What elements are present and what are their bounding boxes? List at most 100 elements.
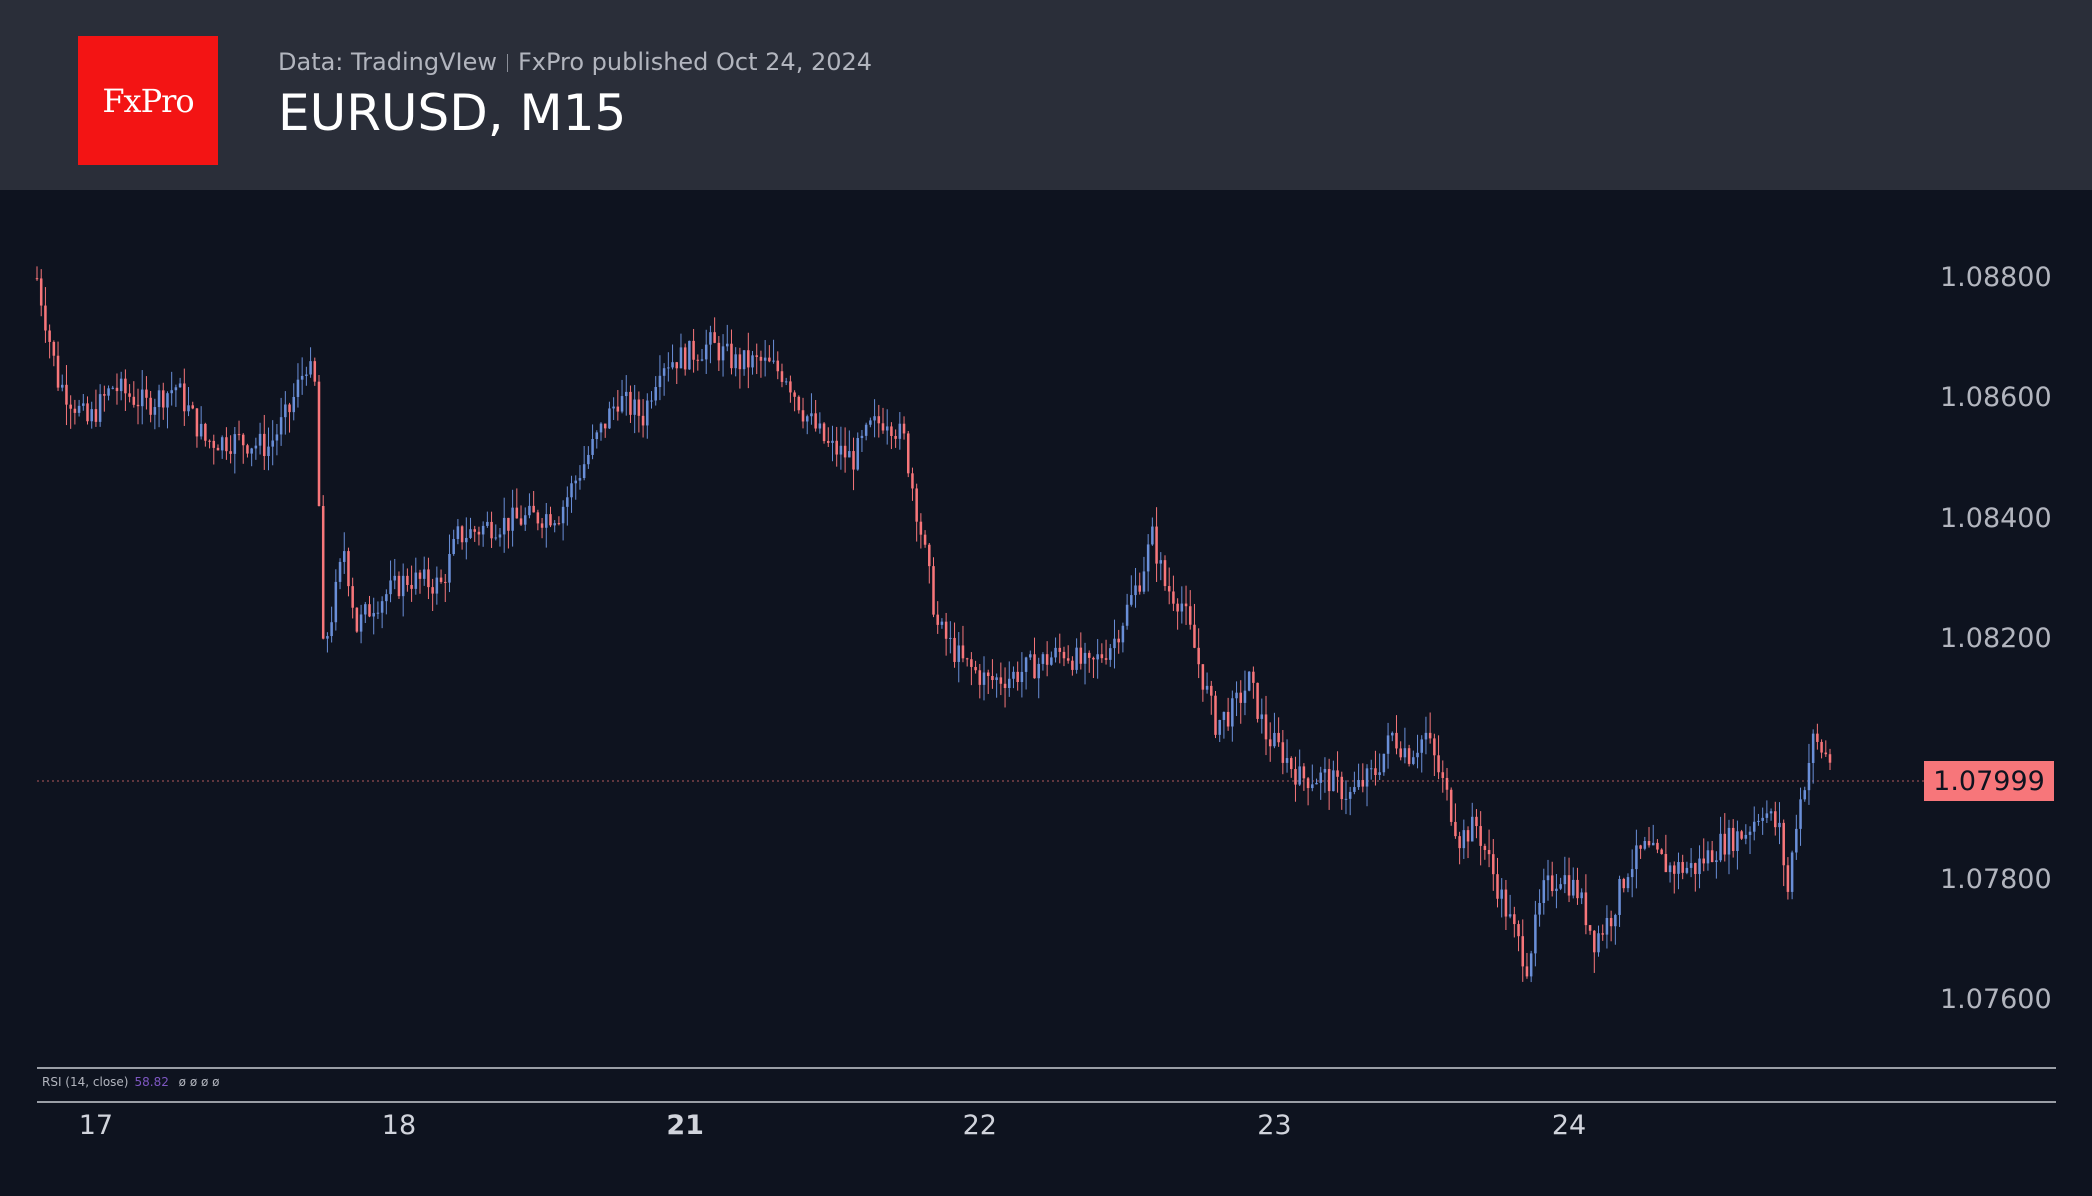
candle-body xyxy=(1353,787,1356,792)
candle-body xyxy=(86,403,89,422)
candle-body xyxy=(1593,930,1596,953)
candle-body xyxy=(1761,817,1764,821)
logo-text: FxPro xyxy=(102,81,194,120)
candle-body xyxy=(1327,769,1331,792)
time-tick-label: 24 xyxy=(1551,1110,1587,1141)
candle-body xyxy=(1458,836,1461,849)
candle-body xyxy=(385,594,388,602)
candle-body xyxy=(612,406,615,409)
candle-body xyxy=(427,569,430,588)
candle-body xyxy=(481,525,485,535)
candle-body xyxy=(1037,663,1040,679)
candle-body xyxy=(1289,758,1293,770)
candle-body xyxy=(452,538,455,554)
candle-body xyxy=(1614,914,1617,927)
candle-body xyxy=(1142,571,1146,592)
candle-body xyxy=(1277,732,1280,743)
candle-body xyxy=(662,368,666,376)
candle-body xyxy=(1096,654,1099,660)
candle-body xyxy=(1790,852,1794,892)
candle-body xyxy=(73,408,77,413)
candle-body xyxy=(1273,732,1276,747)
fxpro-logo: FxPro xyxy=(78,36,218,165)
candle-body xyxy=(679,347,683,369)
candle-body xyxy=(1449,789,1453,822)
candle-body xyxy=(827,441,830,443)
candle-body xyxy=(321,505,325,639)
candle-body xyxy=(444,581,447,583)
candle-body xyxy=(157,390,161,408)
publisher-text: FxPro published Oct 24, 2024 xyxy=(517,48,873,76)
candle-body xyxy=(1576,879,1579,899)
candle-body xyxy=(797,396,801,411)
candle-body xyxy=(965,658,969,660)
candle-body xyxy=(1483,845,1487,850)
candle-body xyxy=(94,409,98,422)
candle-body xyxy=(498,534,502,538)
candle-body xyxy=(570,483,573,498)
candle-body xyxy=(1584,892,1588,926)
candle-body xyxy=(334,581,338,623)
candle-body xyxy=(140,389,144,407)
candle-body xyxy=(742,350,746,370)
candle-body xyxy=(397,575,401,597)
time-tick-label: 22 xyxy=(962,1110,997,1141)
candle-body xyxy=(1369,768,1373,770)
candle-body xyxy=(44,305,47,331)
candle-body xyxy=(1416,752,1419,758)
candle-body xyxy=(393,575,397,581)
candle-body xyxy=(1306,778,1310,789)
candle-body xyxy=(763,357,767,361)
candle-body xyxy=(856,438,860,470)
candle-body xyxy=(1571,879,1575,896)
candle-body xyxy=(1054,647,1057,658)
candle-body xyxy=(233,434,237,454)
candle-body xyxy=(1066,658,1070,661)
candle-body xyxy=(338,561,342,582)
candle-body xyxy=(991,675,994,681)
candle-body xyxy=(1062,651,1066,659)
candle-body xyxy=(768,357,771,362)
rsi-label: RSI (14, close) xyxy=(42,1075,129,1089)
data-source: Data: TradingVIew FxPro published Oct 24,… xyxy=(278,48,872,76)
candle-body xyxy=(1386,735,1390,754)
candle-body xyxy=(1184,603,1188,607)
candle-body xyxy=(56,355,60,388)
candle-body xyxy=(372,613,375,617)
candle-body xyxy=(1197,647,1200,665)
candle-body xyxy=(587,454,590,465)
candle-body xyxy=(98,394,102,422)
candle-body xyxy=(490,521,493,539)
candle-body xyxy=(949,637,952,639)
candle-body xyxy=(696,359,700,361)
candle-body xyxy=(48,330,51,342)
candle-body xyxy=(1075,647,1078,670)
candle-body xyxy=(267,446,270,457)
candle-body xyxy=(60,384,64,388)
candle-body xyxy=(1807,762,1811,791)
candle-body xyxy=(1698,858,1701,875)
candle-body xyxy=(1100,654,1104,659)
candle-body xyxy=(132,396,136,405)
candle-body xyxy=(1083,652,1087,664)
candle-body xyxy=(1677,862,1680,874)
candle-body xyxy=(178,383,182,388)
candle-body xyxy=(523,515,527,525)
candle-body xyxy=(1689,863,1693,868)
candle-body xyxy=(1715,860,1718,863)
candle-body xyxy=(145,389,148,398)
candle-body xyxy=(1475,816,1478,827)
candle-body xyxy=(1243,690,1247,703)
rsi-value: 58.82 xyxy=(134,1075,169,1089)
candle-body xyxy=(1517,924,1520,937)
candle-body xyxy=(1622,878,1626,889)
candle-body xyxy=(1529,953,1533,977)
candle-body xyxy=(507,517,510,531)
candle-body xyxy=(1681,862,1684,873)
candle-body xyxy=(831,440,834,443)
candle-body xyxy=(641,415,645,426)
candle-body xyxy=(713,332,716,343)
candle-body xyxy=(1412,757,1415,764)
candle-body xyxy=(1428,732,1432,739)
